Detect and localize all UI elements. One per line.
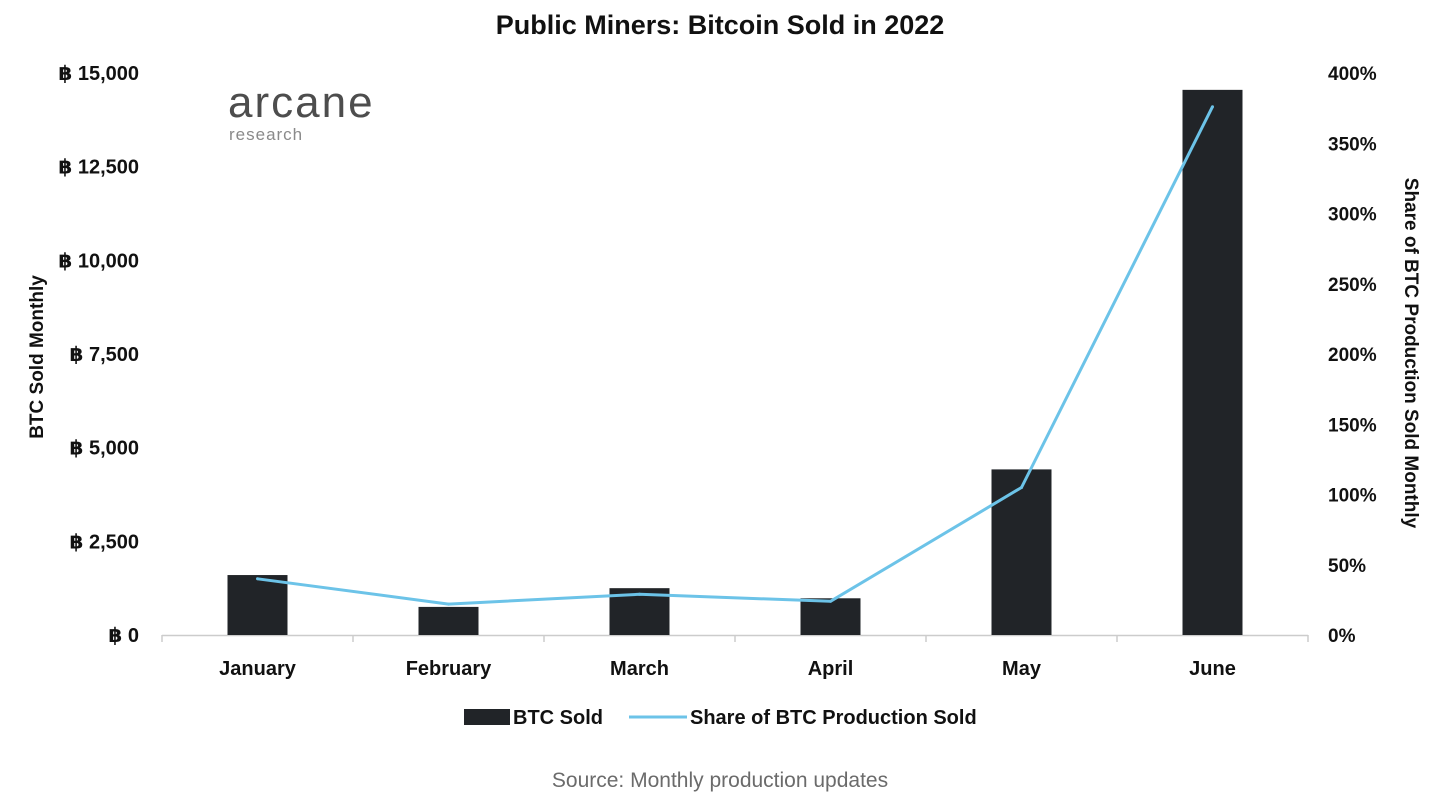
share-point-may [1020,485,1023,489]
y2-tick-label: 300% [1328,205,1377,226]
y2-tick-label: 200% [1328,345,1377,366]
source-note: Source: Monthly production updates [552,769,888,792]
y2-tick-label: 400% [1328,64,1377,85]
y-tick-label: ฿ 5,000 [69,438,139,460]
logo-sub-text: research [229,125,303,144]
x-tick-label: February [406,658,492,680]
bar-january [227,575,288,635]
legend-bar-label: BTC Sold [513,707,603,729]
share-point-march [638,592,641,596]
x-tick-label: April [808,658,854,680]
legend-line-label: Share of BTC Production Sold [690,707,977,729]
share-line [257,106,1214,606]
x-tick-label: May [1002,658,1042,680]
share-point-february [447,602,450,606]
y2-axis-title: Share of BTC Production Sold Monthly [1400,178,1421,529]
y-tick-label: ฿ 7,500 [69,344,139,366]
y-tick-label: ฿ 15,000 [58,63,139,85]
axis-layer [161,634,1309,642]
bar-series [227,89,1243,636]
chart-title: Public Miners: Bitcoin Sold in 2022 [496,10,945,40]
bar-may [991,469,1052,635]
y2-tick-label: 250% [1328,275,1377,296]
x-tick-label: January [219,658,297,680]
logo: arcane research [228,78,375,144]
legend-bar-swatch [464,709,510,725]
y-tick-label: ฿ 10,000 [58,250,139,272]
y-axis-title: BTC Sold Monthly [27,275,48,439]
x-tick-label: June [1189,658,1236,680]
x-tick-label: March [610,658,669,680]
y2-tick-label: 150% [1328,415,1377,436]
logo-main-text: arcane [228,78,375,127]
tick-labels: ฿ 0 ฿ 2,500 ฿ 5,000 ฿ 7,500 ฿ 10,000 ฿ 12,500… [58,63,1376,680]
bar-february [418,606,479,635]
line-series [256,105,1214,606]
share-point-june [1211,105,1214,109]
share-point-april [829,599,832,603]
y2-tick-label: 100% [1328,486,1377,507]
y2-tick-label: 0% [1328,626,1356,647]
share-point-january [256,577,259,581]
y-tick-label: ฿ 12,500 [58,157,139,179]
y2-tick-label: 350% [1328,134,1377,155]
bar-june [1182,89,1243,636]
y-tick-label: ฿ 0 [108,625,139,647]
bar-april [800,598,861,635]
y-tick-label: ฿ 2,500 [69,531,139,553]
y2-tick-label: 50% [1328,556,1366,577]
legend: BTC Sold Share of BTC Production Sold [464,707,977,729]
